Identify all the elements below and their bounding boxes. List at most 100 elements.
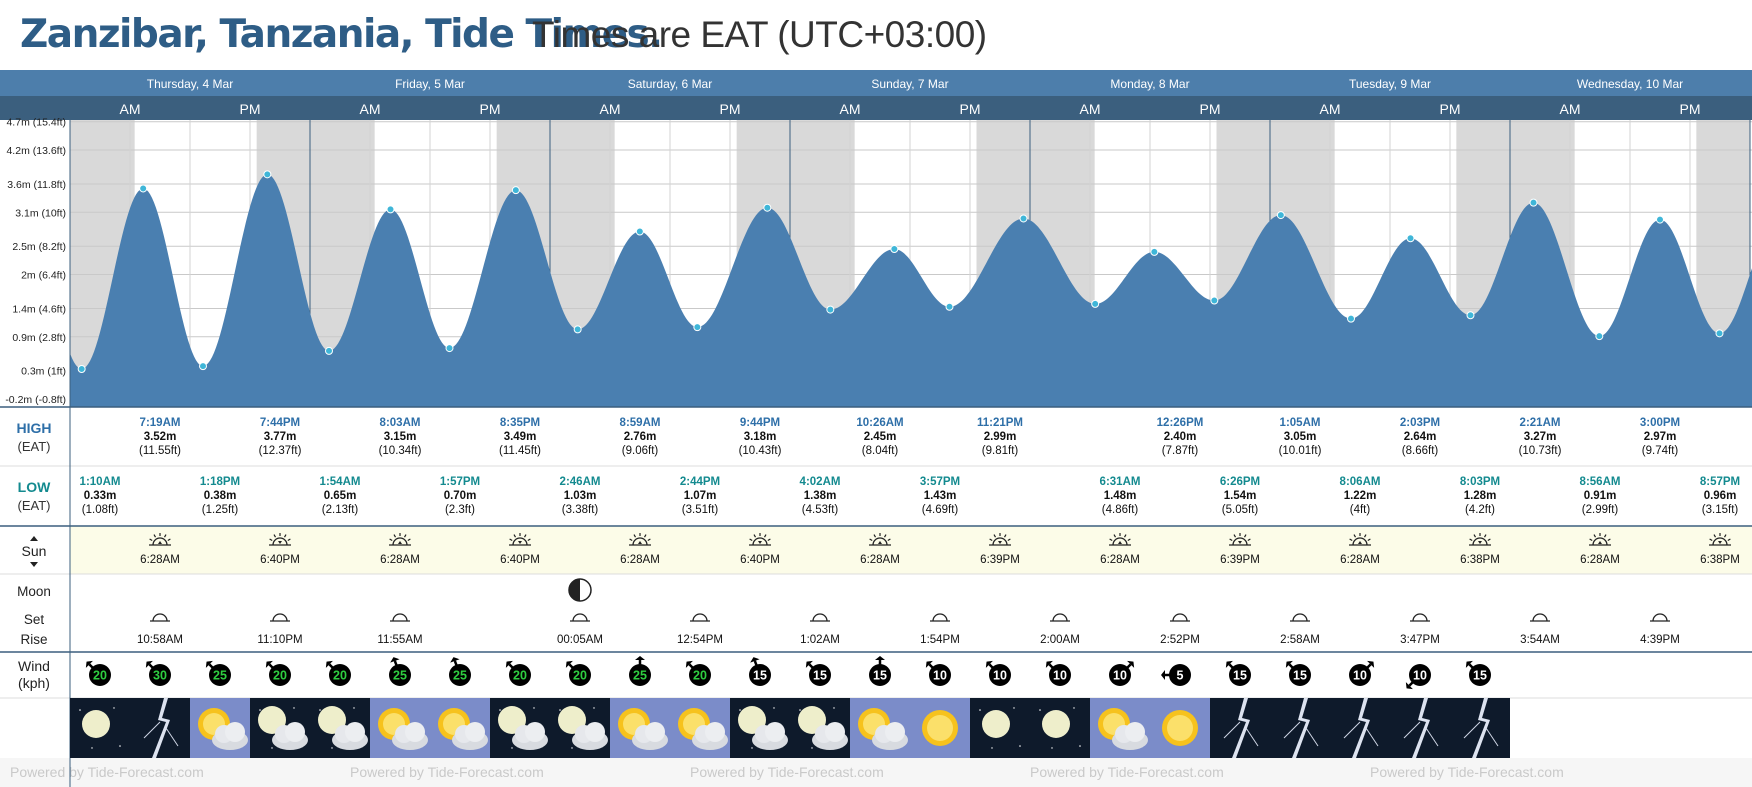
sunrise-icon: [869, 533, 891, 546]
day-label: Friday, 5 Mar: [395, 77, 465, 91]
moonset-icon: [270, 613, 290, 622]
ampm-header-bar: [0, 96, 1752, 120]
sunset-icon: [989, 533, 1011, 546]
sunrise-time: 6:28AM: [1340, 554, 1380, 566]
tide-point: [693, 323, 702, 332]
low-tide-time: 6:26PM: [1220, 476, 1260, 488]
half-day-label: PM: [240, 101, 261, 117]
high-tide-time: 1:05AM: [1280, 417, 1321, 429]
high-tide-height: 2.99m: [984, 431, 1017, 443]
moon-event-time: 12:54PM: [677, 634, 723, 646]
wind-direction-icon: [1161, 664, 1191, 686]
wind-speed: 10: [933, 669, 947, 683]
high-tide-height-ft: (10.34ft): [379, 445, 422, 457]
tide-table: Thursday, 4 Mar AM PM Friday, 5 Mar AM PM Satu…: [0, 70, 1752, 787]
wind-speed: 15: [1293, 669, 1307, 683]
low-tide-height-ft: (4.69ft): [922, 504, 959, 516]
high-row-label: HIGH: [17, 420, 52, 436]
high-tide-height-ft: (11.55ft): [139, 445, 181, 457]
timezone-note: Times are EAT (UTC+03:00): [532, 14, 987, 55]
tide-point: [826, 305, 835, 314]
wind-speed: 25: [213, 669, 227, 683]
y-axis-tick-label: 0.9m (2.8ft): [12, 332, 66, 344]
wind-speed: 15: [1473, 669, 1487, 683]
y-axis-tick-label: 1.4m (4.6ft): [12, 303, 66, 315]
low-tide-height: 1.03m: [564, 490, 597, 502]
sunrise-icon: [389, 533, 411, 546]
sunrise-icon: [1589, 533, 1611, 546]
half-day-label: AM: [600, 101, 621, 117]
sunset-time: 6:38PM: [1700, 554, 1740, 566]
high-tide-height: 3.05m: [1284, 431, 1317, 443]
footer-watermark: Powered by Tide-Forecast.com: [1030, 764, 1224, 780]
high-tide-height: 2.64m: [1404, 431, 1437, 443]
tide-point: [1210, 296, 1219, 305]
tide-point: [945, 302, 954, 311]
high-tide-height-ft: (9.81ft): [982, 445, 1019, 457]
high-tide-height-ft: (9.06ft): [622, 445, 659, 457]
moon-event-time: 11:10PM: [257, 634, 302, 646]
thunderstorm-icon: [130, 698, 190, 758]
low-tide-height: 1.43m: [924, 490, 957, 502]
moon-event-time: 2:58AM: [1280, 634, 1320, 646]
wind-speed: 10: [1053, 669, 1067, 683]
tide-curve: [70, 174, 1752, 407]
wind-direction-icon: [1225, 660, 1251, 686]
high-tide-height-ft: (10.73ft): [1519, 445, 1562, 457]
wind-speed: 20: [513, 669, 527, 683]
tide-point: [1715, 329, 1724, 338]
high-tide-height: 3.27m: [1524, 431, 1557, 443]
y-axis-tick-label: 3.1m (10ft): [15, 207, 66, 219]
low-tide-height: 1.07m: [684, 490, 717, 502]
moonset-icon: [150, 613, 170, 622]
sun-cloud-icon: [610, 698, 670, 758]
wind-direction-icon: [629, 656, 651, 686]
y-axis-tick-label: 0.3m (1ft): [21, 366, 66, 378]
wind-direction-icon: [1045, 660, 1071, 686]
low-tide-height: 1.22m: [1344, 490, 1377, 502]
footer-bar: [0, 758, 1752, 787]
tide-point: [1466, 311, 1475, 320]
high-tide-time: 11:21PM: [977, 417, 1023, 429]
wind-speed: 15: [1233, 669, 1247, 683]
moonset-icon: [1170, 613, 1190, 622]
tide-point: [263, 170, 272, 179]
wind-speed: 10: [993, 669, 1007, 683]
high-tide-height-ft: (11.45ft): [499, 445, 541, 457]
sun-down-arrow-icon: [30, 562, 38, 567]
half-day-label: AM: [840, 101, 861, 117]
wind-direction-icon: [925, 660, 951, 686]
sunset-icon: [1469, 533, 1491, 546]
wind-speed: 20: [573, 669, 587, 683]
page-title: Zanzibar, Tanzania, Tide Times.: [20, 12, 663, 57]
wind-direction-icon: [205, 660, 231, 686]
low-tide-height-ft: (3.15ft): [1702, 504, 1739, 516]
half-day-label: AM: [360, 101, 381, 117]
footer-watermark: Powered by Tide-Forecast.com: [10, 764, 204, 780]
moon-event-time: 1:02AM: [800, 634, 840, 646]
low-tide-height-ft: (1.25ft): [202, 504, 239, 516]
low-tide-height: 0.33m: [84, 490, 117, 502]
low-tide-time: 4:02AM: [800, 476, 841, 488]
high-tide-time: 7:44PM: [260, 417, 300, 429]
sunrise-time: 6:28AM: [380, 554, 420, 566]
tide-point: [1347, 314, 1355, 323]
clear-night-icon: [1030, 698, 1090, 758]
moon-cloud-icon: [790, 698, 850, 758]
moonset-icon: [810, 613, 830, 622]
high-tide-time: 9:44PM: [740, 417, 780, 429]
half-day-label: PM: [960, 101, 981, 117]
y-axis-tick-label: 2m (6.4ft): [21, 270, 66, 282]
clear-night-icon: [70, 698, 130, 758]
high-tide-height: 3.15m: [384, 431, 417, 443]
low-row-tz: (EAT): [18, 498, 51, 513]
sunset-icon: [509, 533, 531, 546]
tide-point: [1019, 214, 1028, 223]
low-tide-time: 8:03PM: [1460, 476, 1500, 488]
moonset-icon: [1290, 613, 1310, 622]
moonset-icon: [930, 613, 950, 622]
tide-point: [511, 186, 520, 195]
wind-speed: 20: [333, 669, 347, 683]
sunset-time: 6:40PM: [500, 554, 540, 566]
tide-point: [635, 227, 644, 236]
